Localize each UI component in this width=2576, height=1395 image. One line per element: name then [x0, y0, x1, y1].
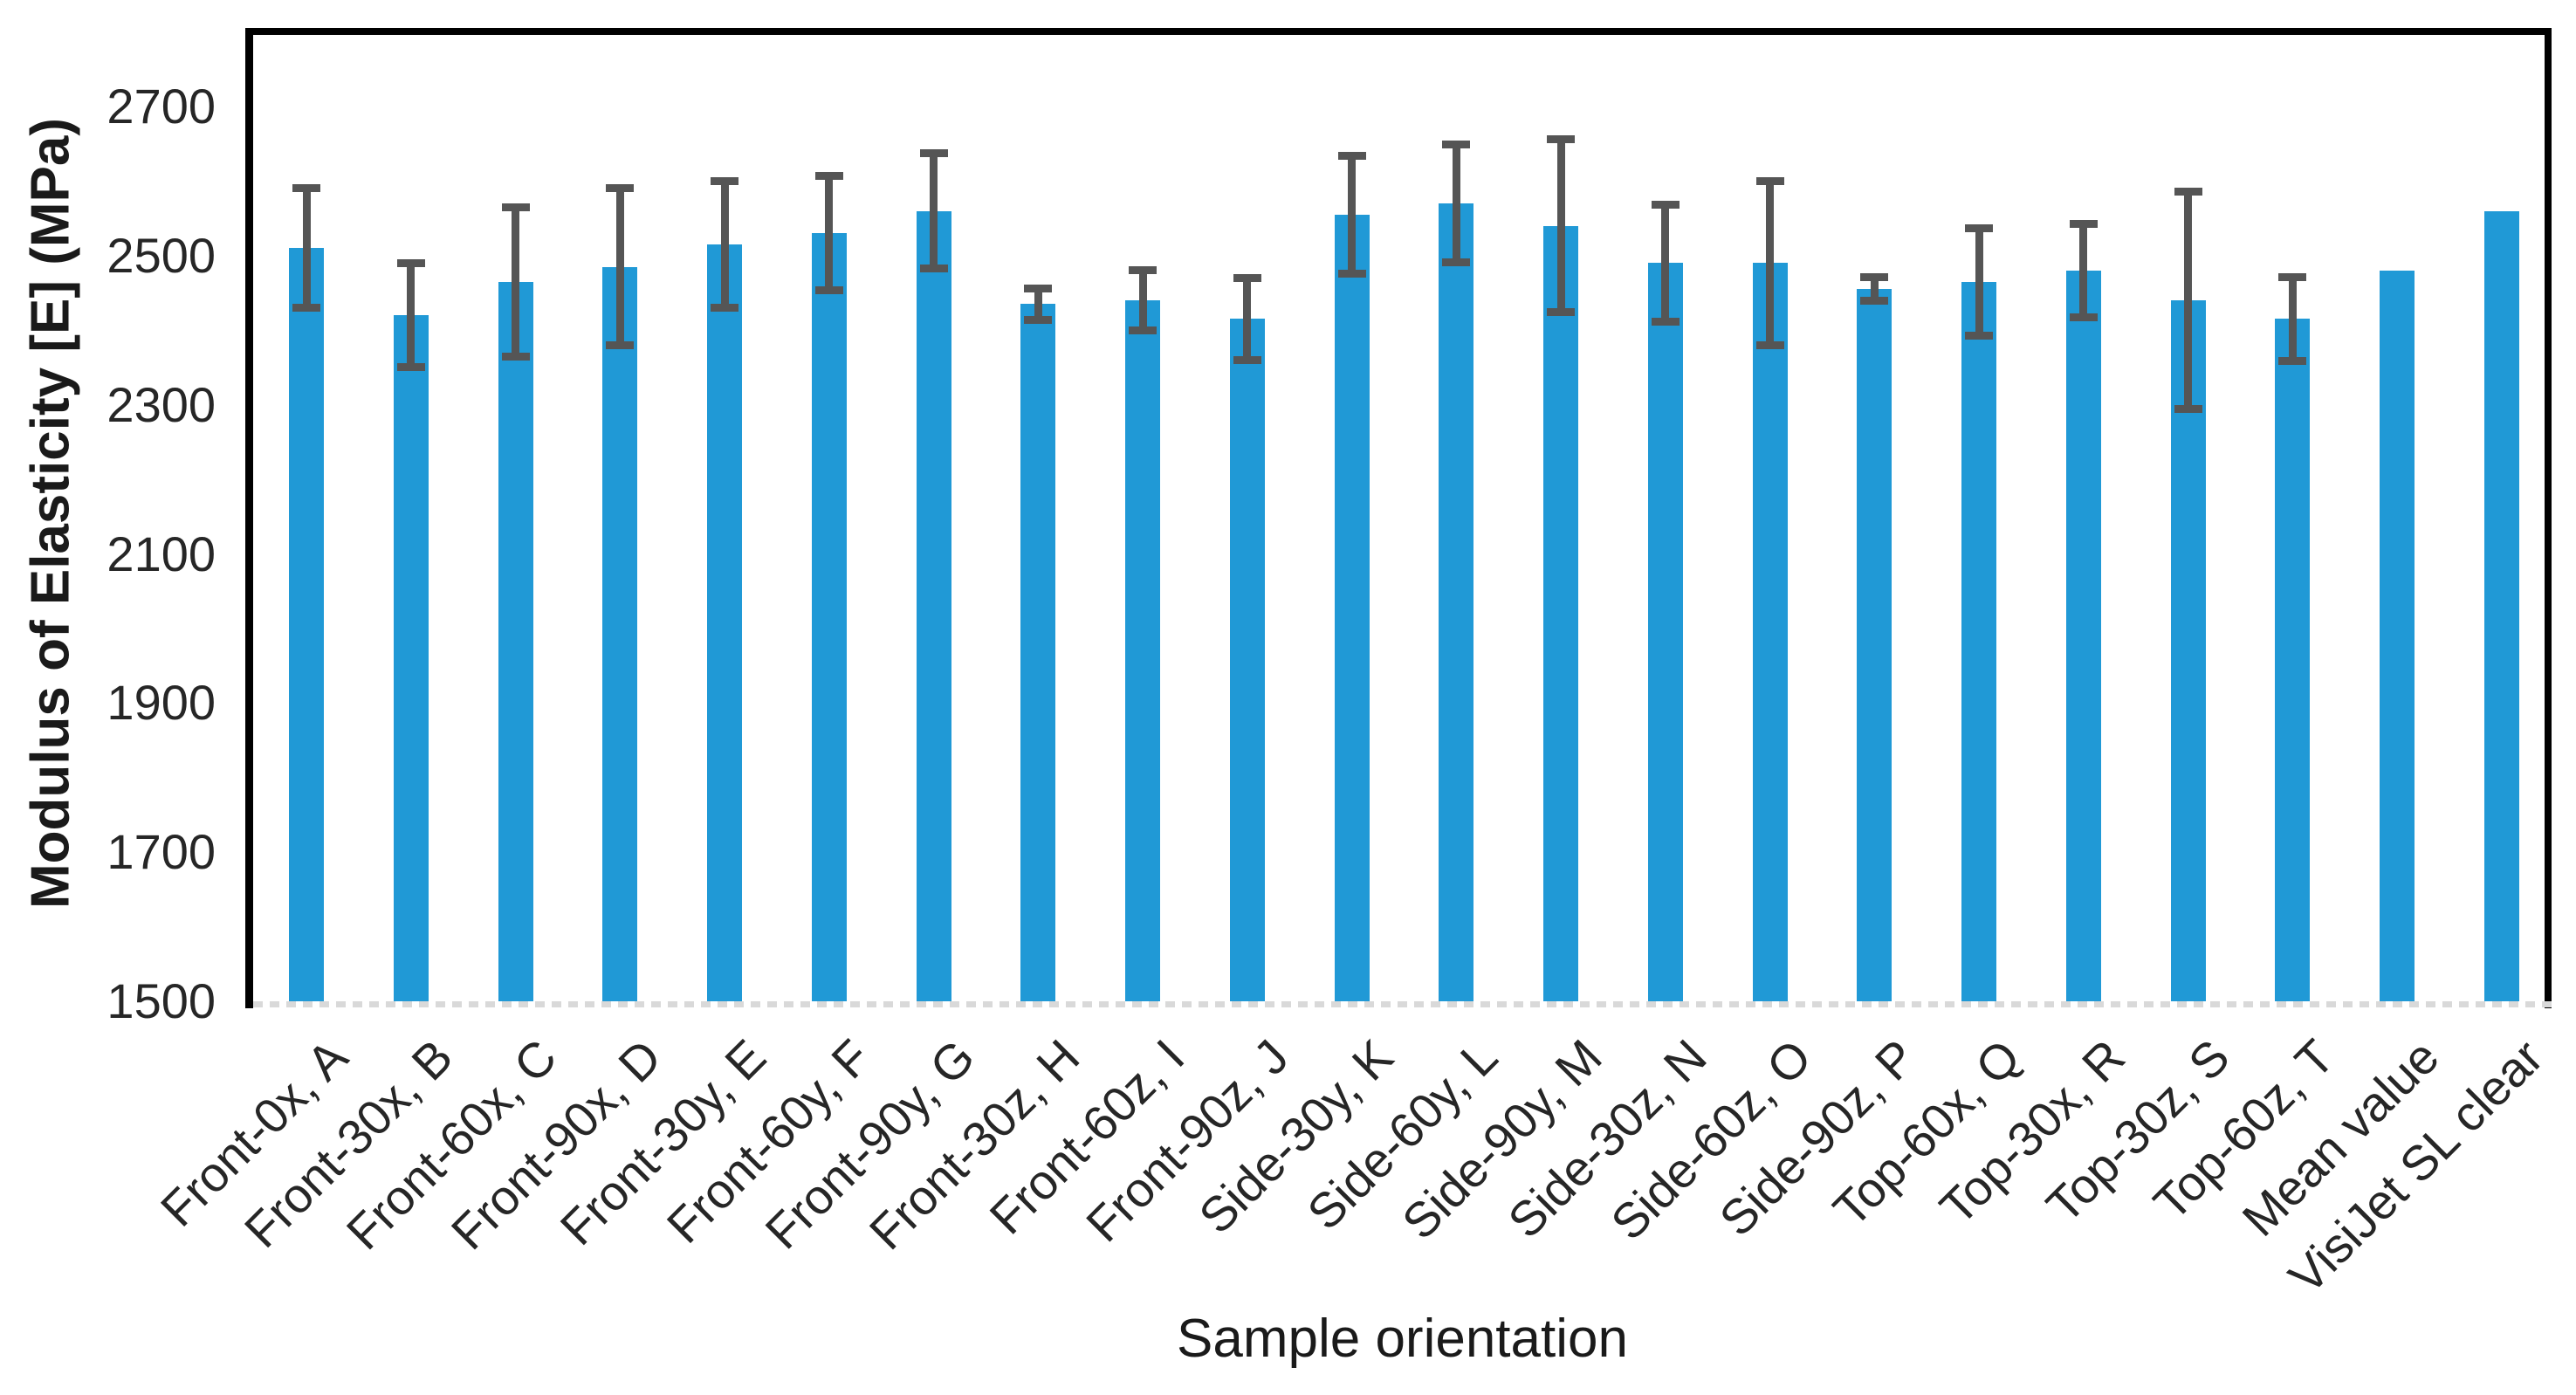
error-bar-cap: [814, 171, 843, 180]
error-bar-cap: [1547, 135, 1576, 144]
error-bar-cap: [1233, 273, 1261, 282]
bar: [1439, 203, 1474, 1001]
bar: [2065, 270, 2101, 1001]
error-bar-cap: [1129, 326, 1157, 334]
error-bar-line: [1348, 155, 1357, 274]
error-bar-cap: [2174, 405, 2202, 414]
x-axis-title: Sample orientation: [1177, 1309, 1628, 1369]
error-bar-cap: [1651, 201, 1680, 210]
error-bar-line: [1243, 278, 1252, 361]
y-axis-title: Modulus of Elasticity [E] (MPa): [20, 118, 81, 909]
error-bar-cap: [396, 363, 425, 372]
y-tick-label: 2700: [106, 79, 216, 134]
error-bar-line: [2184, 191, 2193, 409]
bar: [1752, 263, 1788, 1001]
plot-area: [245, 28, 2552, 1008]
bar: [1857, 289, 1893, 1001]
error-bar-line: [615, 188, 624, 346]
error-bar-line: [1870, 277, 1879, 301]
error-bar-cap: [292, 304, 320, 313]
error-bar-cap: [1129, 266, 1157, 275]
error-bar-cap: [2278, 356, 2307, 365]
error-bar-cap: [1965, 223, 1994, 232]
error-bar-cap: [1337, 269, 1366, 278]
error-bar-cap: [1860, 297, 1889, 306]
error-bar-cap: [2069, 313, 2098, 322]
bar: [1020, 304, 1056, 1001]
error-bar-cap: [292, 184, 320, 193]
y-tick-label: 2100: [106, 526, 216, 581]
y-tick-label: 1900: [106, 675, 216, 731]
bar: [1125, 300, 1161, 1001]
error-bar-cap: [1233, 355, 1261, 364]
bar: [811, 233, 847, 1001]
bar: [2170, 300, 2206, 1001]
error-bar-line: [302, 188, 311, 308]
error-bar-cap: [1547, 308, 1576, 317]
error-bar-cap: [606, 184, 635, 193]
error-bar-line: [930, 153, 938, 269]
bar: [1961, 281, 1997, 1001]
error-bar-cap: [919, 149, 948, 158]
error-bar-cap: [1755, 176, 1784, 185]
error-bar-cap: [919, 264, 948, 272]
error-bar-cap: [2174, 187, 2202, 196]
bar: [393, 315, 429, 1001]
error-bar-line: [720, 181, 729, 308]
error-bar-cap: [1442, 258, 1471, 267]
error-bar-line: [407, 263, 416, 368]
bar: [289, 248, 324, 1001]
error-bar-line: [2079, 223, 2088, 318]
bar: [602, 266, 638, 1001]
bar: [2275, 319, 2311, 1001]
y-tick-label: 1500: [106, 973, 216, 1028]
bar: [707, 244, 743, 1001]
bar: [1229, 319, 1265, 1001]
y-tick-label: 2300: [106, 376, 216, 432]
error-bar-cap: [814, 286, 843, 295]
error-bar-cap: [1024, 284, 1053, 292]
bar: [1647, 263, 1683, 1001]
error-bar-cap: [1965, 331, 1994, 340]
error-bar-line: [1661, 204, 1670, 321]
y-tick-label: 1700: [106, 824, 216, 880]
bar: [2380, 270, 2415, 1001]
x-axis-baseline: [253, 1001, 2552, 1007]
error-bar-cap: [606, 340, 635, 349]
error-bar-cap: [1337, 151, 1366, 160]
error-bar-cap: [1860, 273, 1889, 282]
error-bar-cap: [711, 304, 739, 313]
bar: [1334, 214, 1370, 1001]
error-bar-cap: [1651, 317, 1680, 326]
error-bar-line: [1975, 228, 1983, 336]
error-bar-cap: [501, 352, 530, 361]
bar: [2483, 210, 2519, 1001]
y-tick-label: 2500: [106, 227, 216, 283]
error-bar-cap: [1024, 315, 1053, 324]
bar: [1543, 225, 1579, 1001]
error-bar-line: [1034, 288, 1042, 320]
error-bar-line: [1452, 144, 1460, 263]
error-bar-line: [1138, 270, 1147, 331]
error-bar-cap: [396, 258, 425, 267]
error-bar-line: [1766, 181, 1775, 346]
error-bar-cap: [711, 176, 739, 185]
error-bar-line: [1556, 139, 1565, 313]
bar: [916, 210, 951, 1001]
error-bar-cap: [2069, 219, 2098, 228]
error-bar-line: [825, 175, 834, 291]
error-bar-cap: [1442, 141, 1471, 149]
error-bar-cap: [501, 203, 530, 211]
error-bar-line: [512, 207, 520, 357]
error-bar-cap: [1755, 340, 1784, 349]
error-bar-cap: [2278, 273, 2307, 282]
bar: [498, 281, 533, 1001]
error-bar-line: [2288, 277, 2297, 361]
